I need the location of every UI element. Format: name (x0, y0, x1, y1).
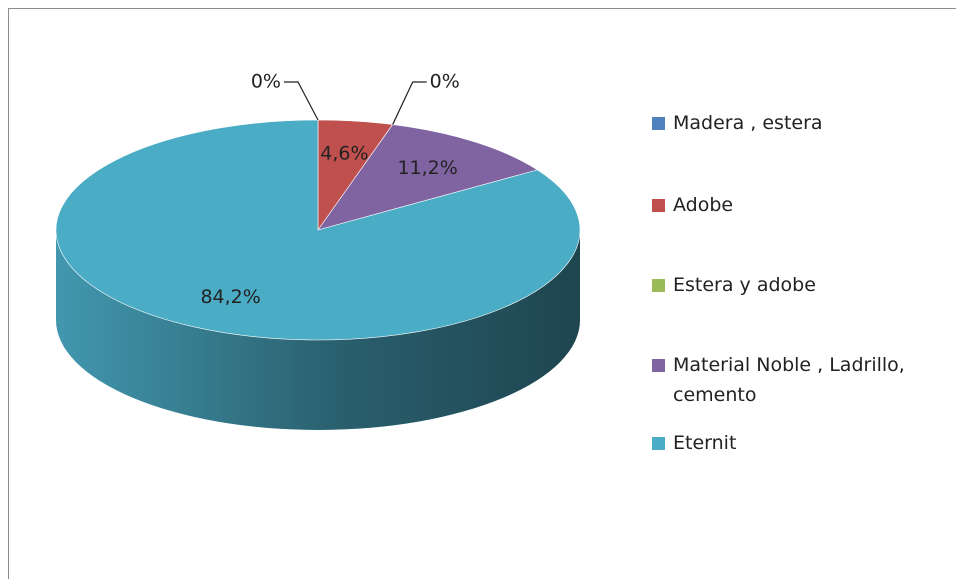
pie-slice (317, 124, 539, 231)
chart-frame (8, 8, 956, 579)
data-label: 84,2% (200, 286, 260, 308)
data-label: 0% (430, 71, 460, 93)
data-label: 0% (251, 71, 281, 93)
pie: 0% 4,6% 0% 11,2% 84,2% (55, 71, 581, 430)
legend-item: Estera y adobe (652, 274, 943, 300)
legend-swatch (652, 117, 665, 130)
legend-label: Eternit (673, 432, 737, 454)
legend-swatch (652, 279, 665, 292)
legend-label: Madera , estera (673, 112, 823, 134)
legend-label: Material Noble , Ladrillo, cemento (673, 354, 905, 406)
legend-label: Estera y adobe (673, 274, 816, 296)
leader-line (392, 81, 427, 125)
legend-item: Material Noble , Ladrillo, cemento (652, 354, 943, 410)
legend-label: Adobe (673, 194, 734, 216)
legend-swatch (652, 437, 665, 450)
side-shade (56, 230, 580, 430)
legend-swatch (652, 359, 665, 372)
data-label: 4,6% (320, 142, 368, 164)
legend-item: Eternit (652, 432, 943, 458)
leader-line (284, 81, 319, 121)
legend-swatch (652, 199, 665, 212)
data-label: 11,2% (397, 157, 457, 179)
legend-item: Madera , estera (652, 112, 943, 138)
legend-item: Adobe (652, 194, 943, 220)
pie-slice (55, 119, 581, 341)
